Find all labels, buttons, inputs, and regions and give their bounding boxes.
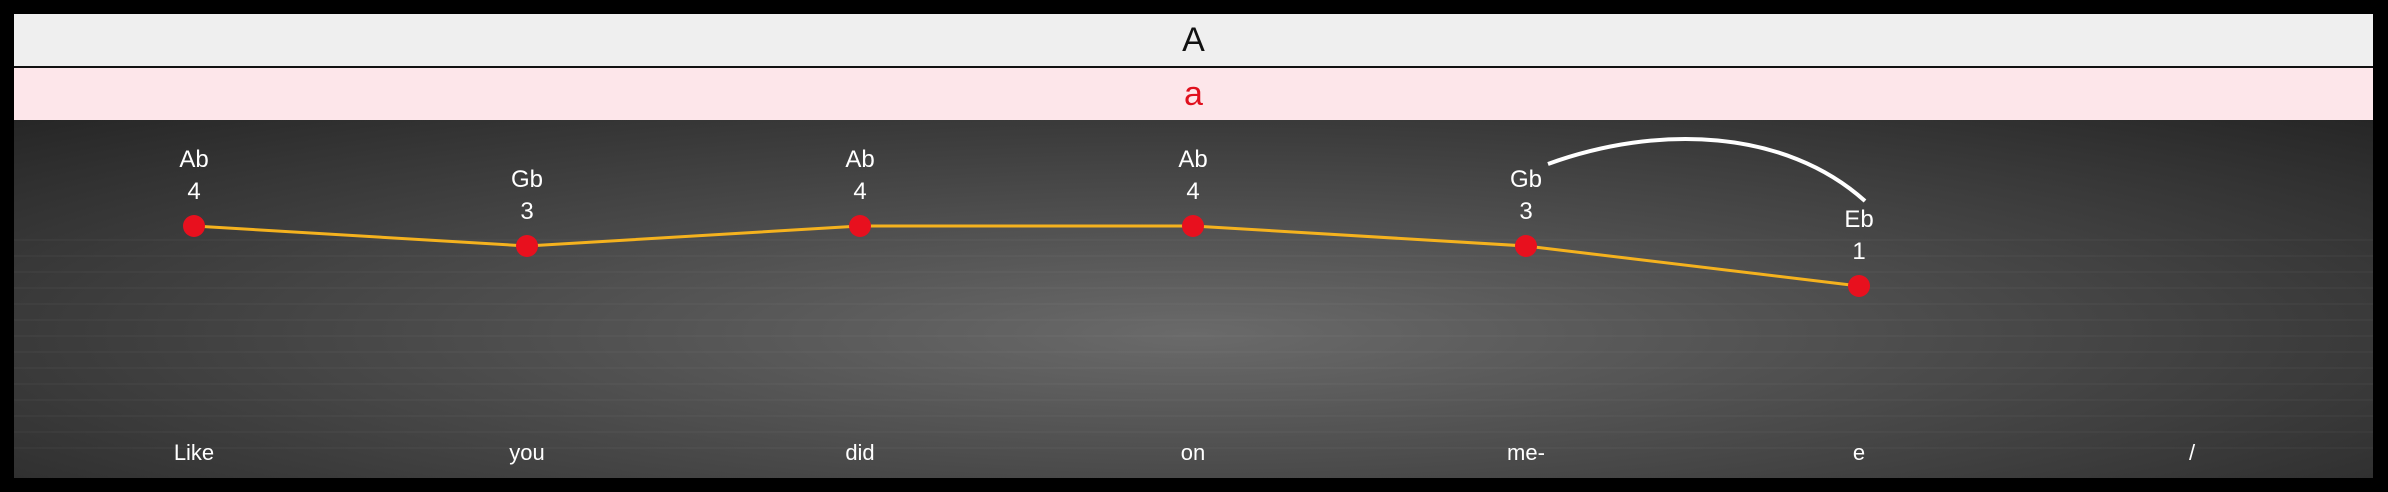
scale-degree-label: 4 — [187, 178, 200, 205]
lyric-syllable: me- — [1507, 440, 1545, 465]
lyric-syllable: Like — [174, 440, 214, 465]
note-dot — [1515, 235, 1537, 257]
note-dot — [516, 235, 538, 257]
scale-degree-label: 4 — [853, 178, 866, 205]
scale-degree-label: 3 — [520, 198, 533, 225]
section-header: A — [14, 14, 2373, 68]
scale-degree-label: 4 — [1186, 178, 1199, 205]
section-label: A — [1182, 20, 1205, 59]
lyric-syllable: on — [1181, 440, 1205, 465]
note-name-label: Ab — [845, 146, 874, 173]
note-dot — [1182, 215, 1204, 237]
scale-degree-label: 3 — [1519, 198, 1532, 225]
phrase-header: a — [14, 68, 2373, 120]
melody-line — [193, 224, 1860, 288]
note-name-label: Eb — [1844, 206, 1873, 233]
melody-stage: Ab 4 Like Gb 3 you Ab 4 did Ab 4 on Gb 3 me- Eb 1 e / — [14, 120, 2373, 478]
slur-arc — [1547, 137, 1867, 203]
scale-degree-label: 1 — [1852, 238, 1865, 265]
note-name-label: Gb — [511, 166, 543, 193]
phrase-label: a — [1184, 74, 1203, 113]
melody-diagram: A a Ab 4 Like Gb 3 you Ab 4 did Ab 4 on Gb 3 me- Eb 1 e / — [14, 14, 2373, 478]
note-name-label: Ab — [179, 146, 208, 173]
note-dot — [1848, 275, 1870, 297]
lyric-syllable: e — [1853, 440, 1865, 465]
lyric-syllable: did — [845, 440, 874, 465]
note-name-label: Ab — [1178, 146, 1207, 173]
note-dot — [849, 215, 871, 237]
note-name-label: Gb — [1510, 166, 1542, 193]
melody-plot: Ab 4 Like Gb 3 you Ab 4 did Ab 4 on Gb 3 me- Eb 1 e / — [14, 137, 2373, 465]
phrase-end-mark: / — [2189, 440, 2196, 465]
lyric-syllable: you — [509, 440, 544, 465]
note-dot — [183, 215, 205, 237]
